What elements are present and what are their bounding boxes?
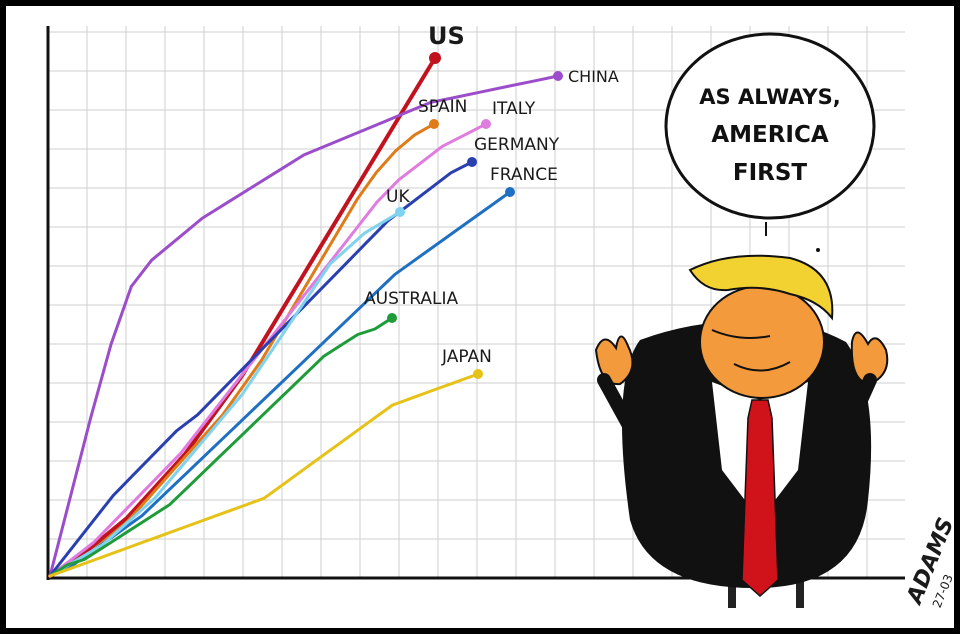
series-endpoint-spain (429, 119, 439, 129)
label-italy: ITALY (492, 99, 536, 119)
figure-face (699, 285, 825, 399)
series-endpoint-germany (467, 157, 477, 167)
label-spain: SPAIN (418, 97, 467, 117)
label-australia: AUSTRALIA (364, 289, 458, 309)
label-us: US (428, 22, 465, 50)
figure-mouth (733, 361, 791, 372)
figure-right-hand (850, 331, 889, 386)
series-endpoint-china (553, 71, 563, 81)
figure-left-arm (597, 373, 653, 434)
series-endpoint-us (429, 52, 441, 64)
series-endpoint-france (505, 187, 515, 197)
series-endpoint-japan (473, 369, 483, 379)
series-labels: US CHINA SPAIN ITALY GERMANY FRANCE UK A… (364, 22, 619, 367)
caricature-figure (594, 254, 889, 608)
series-endpoint-uk (395, 207, 405, 217)
speech-bubble-outline (664, 32, 876, 220)
figure-eye-line (711, 329, 771, 339)
series-endpoint-australia (387, 313, 397, 323)
figure-right-leg (796, 574, 804, 608)
figure-hair (688, 254, 834, 321)
label-uk: UK (386, 187, 410, 207)
bubble-line-2: AMERICA (711, 122, 829, 148)
series-line-australia (48, 316, 394, 578)
bubble-tail-dot (816, 248, 820, 252)
bubble-line-1: AS ALWAYS, (699, 85, 840, 109)
figure-tie (741, 399, 779, 598)
bubble-line-3: FIRST (733, 160, 808, 186)
label-china: CHINA (568, 67, 619, 86)
label-japan: JAPAN (441, 347, 492, 367)
figure-right-arm (829, 373, 877, 436)
label-france: FRANCE (490, 165, 558, 185)
series-endpoint-italy (481, 119, 491, 129)
label-germany: GERMANY (474, 135, 560, 155)
series-line-france (48, 190, 512, 578)
series-line-china (48, 74, 560, 578)
series-line-uk (48, 210, 402, 578)
speech-bubble: AS ALWAYS, AMERICA FIRST (664, 32, 876, 252)
series-layer (48, 52, 563, 578)
figure-left-leg (728, 574, 736, 608)
series-line-japan (48, 372, 480, 578)
